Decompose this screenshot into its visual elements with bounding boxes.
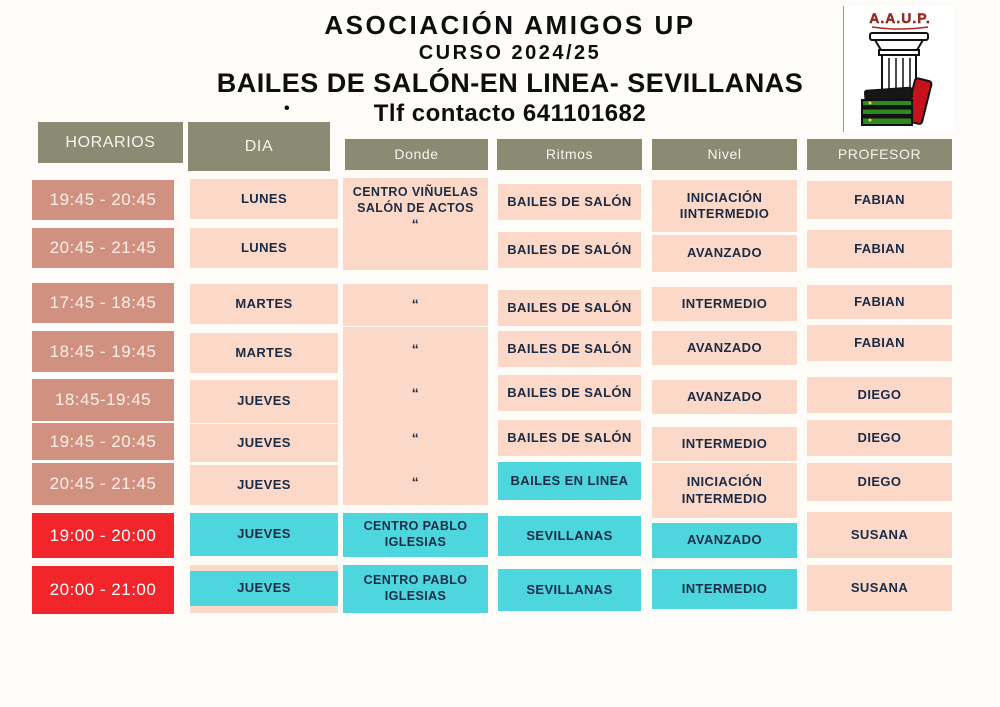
- level-cell: INICIACIÓN INTERMEDIO: [652, 463, 797, 518]
- column-header-nivel: Nivel: [652, 139, 797, 170]
- day-cell: JUEVES: [190, 465, 338, 505]
- column-header-dia: DIA: [188, 122, 330, 171]
- rhythm-cell: BAILES DE SALÓN: [498, 290, 641, 326]
- time-cell: 17:45 - 18:45: [32, 283, 174, 323]
- level-cell: INTERMEDIO: [652, 427, 797, 461]
- level-cell: INTERMEDIO: [652, 569, 797, 609]
- time-cell: 19:45 - 20:45: [32, 423, 174, 460]
- activities-title: BAILES DE SALÓN-EN LINEA- SEVILLANAS: [216, 68, 804, 98]
- rhythm-cell: BAILES DE SALÓN: [498, 184, 641, 220]
- ditto-mark: “: [411, 296, 420, 313]
- level-cell: AVANZADO: [652, 235, 797, 272]
- rhythm-cell: BAILES DE SALÓN: [498, 420, 641, 456]
- day-cell: MARTES: [190, 333, 338, 373]
- teacher-cell: DIEGO: [807, 463, 952, 501]
- day-cell: MARTES: [190, 284, 338, 324]
- logo-acronym: A.A.U.P.: [869, 10, 930, 26]
- time-cell: 18:45-19:45: [32, 379, 174, 421]
- venue-cell: CENTRO PABLO IGLESIAS: [343, 513, 488, 557]
- rhythm-cell: BAILES DE SALÓN: [498, 331, 641, 367]
- ditto-mark: “: [411, 340, 420, 357]
- column-header-horarios: HORARIOS: [38, 122, 183, 163]
- day-cell-layered: JUEVES: [190, 565, 338, 613]
- ditto-mark: “: [411, 474, 420, 490]
- teacher-cell: SUSANA: [807, 512, 952, 558]
- aaup-logo: A.A.U.P.: [843, 6, 955, 132]
- time-cell-red: 19:00 - 20:00: [32, 513, 174, 558]
- day-cell: LUNES: [190, 179, 338, 219]
- ditto-mark: “: [411, 429, 420, 446]
- day-cell: JUEVES: [190, 513, 338, 556]
- teacher-cell: SUSANA: [807, 565, 952, 611]
- day-cell: LUNES: [190, 228, 338, 268]
- time-cell-red: 20:00 - 21:00: [32, 566, 174, 614]
- level-cell: INTERMEDIO: [652, 287, 797, 321]
- column-header-donde: Donde: [345, 139, 488, 170]
- level-cell: AVANZADO: [652, 523, 797, 558]
- level-cell: AVANZADO: [652, 331, 797, 365]
- time-cell: 19:45 - 20:45: [32, 180, 174, 220]
- venue-cell: “: [343, 284, 488, 326]
- column-header-ritmos: Ritmos: [497, 139, 642, 170]
- ditto-mark: “: [411, 385, 420, 401]
- day-cell: JUEVES: [190, 380, 338, 423]
- level-cell: AVANZADO: [652, 380, 797, 414]
- time-cell: 20:45 - 21:45: [32, 463, 174, 505]
- teacher-cell: DIEGO: [807, 377, 952, 413]
- day-cell: JUEVES: [190, 424, 338, 462]
- teacher-cell: FABIAN: [807, 325, 952, 361]
- venue-line: CENTRO VIÑUELAS: [352, 185, 479, 199]
- rhythm-cell: SEVILLANAS: [498, 569, 641, 611]
- time-cell: 18:45 - 19:45: [32, 331, 174, 372]
- rhythm-cell: BAILES DE SALÓN: [498, 232, 641, 268]
- venue-line: SALÓN DE ACTOS: [357, 200, 474, 215]
- column-books-icon: A.A.U.P.: [860, 10, 932, 126]
- rhythm-cell: BAILES EN LINEA: [498, 462, 641, 500]
- venue-cell-merged: “ “ “ “: [343, 327, 488, 505]
- contact-phone: Tlf contacto 641101682: [373, 100, 647, 127]
- level-cell: INICIACIÓN IINTERMEDIO: [652, 180, 797, 232]
- day-cell: JUEVES: [190, 571, 338, 606]
- column-header-profesor: PROFESOR: [807, 139, 952, 170]
- teacher-cell: FABIAN: [807, 181, 952, 219]
- time-cell: 20:45 - 21:45: [32, 228, 174, 268]
- bullet-point: •: [284, 100, 290, 117]
- teacher-cell: FABIAN: [807, 230, 952, 268]
- venue-cell: CENTRO PABLO IGLESIAS: [343, 565, 488, 613]
- rhythm-cell: BAILES DE SALÓN: [498, 375, 641, 411]
- ditto-mark: “: [411, 216, 420, 233]
- teacher-cell: DIEGO: [807, 420, 952, 456]
- page-title: ASOCIACIÓN AMIGOS UP: [324, 10, 696, 40]
- course-subtitle: CURSO 2024/25: [418, 42, 602, 64]
- rhythm-cell: SEVILLANAS: [498, 516, 641, 556]
- venue-cell: CENTRO VIÑUELAS SALÓN DE ACTOS “: [343, 178, 488, 270]
- teacher-cell: FABIAN: [807, 285, 952, 319]
